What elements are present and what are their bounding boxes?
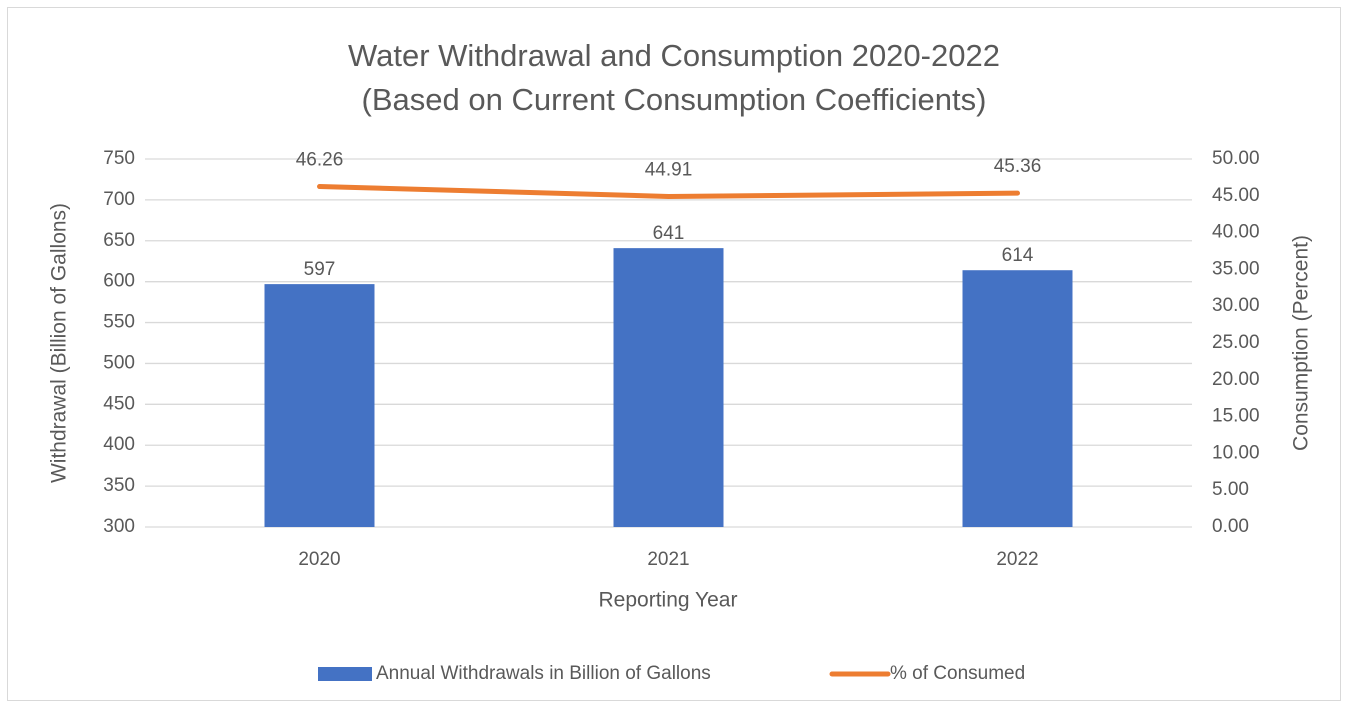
y-tick-label: 450: [103, 393, 135, 414]
legend-label: Annual Withdrawals in Billion of Gallons: [376, 663, 711, 684]
y2-tick-label: 0.00: [1212, 516, 1249, 537]
bar: [962, 270, 1073, 527]
y-axis-title: Withdrawal (Billion of Gallons): [48, 203, 71, 483]
y2-tick-label: 25.00: [1212, 332, 1260, 353]
y-tick-label: 600: [103, 271, 135, 292]
y-tick-label: 400: [103, 434, 135, 455]
y-tick-label: 350: [103, 475, 135, 496]
x-axis-title: Reporting Year: [599, 589, 738, 612]
x-tick-label: 2020: [298, 549, 340, 570]
data-label: 45.36: [994, 156, 1042, 177]
data-label: 46.26: [296, 150, 344, 171]
chart-title: Water Withdrawal and Consumption 2020-20…: [348, 38, 1000, 73]
bar: [264, 284, 375, 527]
legend-swatch: [318, 667, 372, 681]
chart-title: (Based on Current Consumption Coefficien…: [362, 82, 987, 117]
data-label: 597: [304, 259, 336, 280]
y2-tick-label: 20.00: [1212, 369, 1260, 390]
data-label: 641: [653, 223, 685, 244]
x-tick-label: 2022: [996, 549, 1038, 570]
data-label: 44.91: [645, 159, 693, 180]
y2-tick-label: 50.00: [1212, 148, 1260, 169]
y-tick-label: 550: [103, 312, 135, 333]
y2-tick-label: 15.00: [1212, 406, 1260, 427]
y2-tick-label: 30.00: [1212, 295, 1260, 316]
y2-tick-label: 35.00: [1212, 258, 1260, 279]
y2-tick-label: 5.00: [1212, 479, 1249, 500]
line: [317, 184, 1020, 199]
y-tick-label: 650: [103, 230, 135, 251]
y2-tick-label: 10.00: [1212, 442, 1260, 463]
x-tick-label: 2021: [647, 549, 689, 570]
legend-label: % of Consumed: [890, 663, 1025, 684]
bar: [613, 248, 724, 528]
y2-tick-label: 40.00: [1212, 222, 1260, 243]
y2-tick-label: 45.00: [1212, 185, 1260, 206]
data-label: 614: [1002, 245, 1034, 266]
y-tick-label: 700: [103, 189, 135, 210]
y-tick-label: 300: [103, 516, 135, 537]
y2-axis-title: Consumption (Percent): [1290, 235, 1313, 451]
y-tick-label: 500: [103, 352, 135, 373]
y-tick-label: 750: [103, 148, 135, 169]
